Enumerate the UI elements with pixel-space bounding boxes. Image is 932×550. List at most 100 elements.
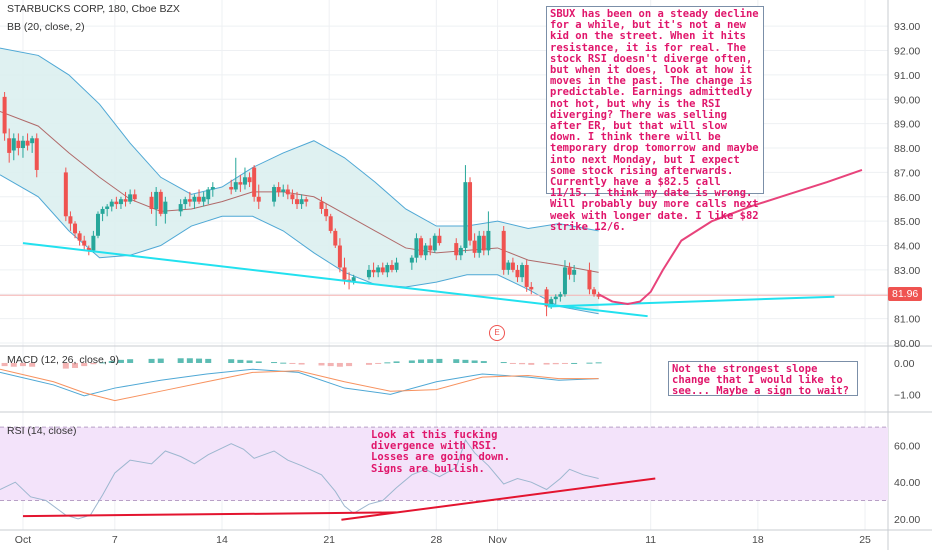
candle-down: [529, 286, 534, 290]
candle-down: [544, 289, 549, 307]
support-trendline: [548, 295, 835, 308]
candle-down: [428, 245, 433, 251]
candle-down: [252, 167, 257, 197]
macd-histogram-bar: [318, 362, 325, 366]
macd-histogram-bar: [280, 362, 287, 364]
candle-down: [238, 182, 243, 185]
macd-histogram-bar: [471, 360, 478, 363]
candle-up: [385, 265, 390, 273]
macd-histogram-bar: [271, 362, 278, 364]
bollinger-basis-band: [0, 111, 599, 273]
macd-pane[interactable]: [0, 358, 602, 402]
candle-up: [105, 206, 110, 209]
candle-down: [371, 269, 376, 273]
candle-up: [572, 269, 577, 275]
candle-down: [501, 230, 506, 270]
candle-down: [290, 194, 295, 200]
macd-histogram-bar: [327, 362, 334, 367]
candle-up: [192, 196, 197, 202]
candle-down: [596, 294, 601, 297]
candle-up: [394, 262, 399, 270]
x-tick-label: Nov: [488, 534, 507, 546]
candle-up: [154, 191, 159, 209]
last-price-tag: 81.96: [888, 287, 923, 301]
candle-up: [163, 201, 168, 214]
symbol-title[interactable]: STARBUCKS CORP, 180, Cboe BZX: [7, 3, 180, 15]
candle-down: [16, 140, 21, 149]
candle-down: [419, 238, 424, 256]
candle-down: [114, 201, 119, 205]
candle-down: [276, 187, 281, 192]
candle-down: [25, 140, 30, 146]
macd-histogram-bar: [157, 358, 164, 363]
candle-down: [481, 235, 486, 251]
rsi-pane[interactable]: [0, 426, 888, 521]
candle-down: [454, 243, 459, 256]
candle-down: [63, 172, 68, 217]
candle-down: [380, 267, 385, 273]
support-trendline: [22, 242, 648, 318]
macd-histogram-bar: [528, 362, 535, 365]
macd-histogram-bar: [365, 362, 372, 365]
candle-up: [299, 199, 304, 205]
candle-down: [86, 247, 91, 251]
candle-down: [229, 187, 234, 190]
earnings-marker[interactable]: E: [489, 325, 505, 341]
candle-up: [95, 213, 100, 236]
macd-histogram-bar: [81, 362, 88, 367]
macd-tick-label: −1.00: [894, 389, 921, 401]
price-tick-label: 91.00: [894, 70, 920, 82]
macd-histogram-bar: [453, 359, 460, 363]
rsi-tick-label: 20.00: [894, 514, 920, 526]
candle-up: [91, 235, 96, 251]
bollinger-fill: [0, 48, 599, 314]
candle-down: [256, 196, 261, 202]
main-annotation-note[interactable]: SBUX has been on a steady decline for a …: [546, 6, 764, 232]
candle-down: [510, 262, 515, 270]
macd-histogram-bar: [336, 362, 343, 367]
macd-histogram-bar: [480, 361, 487, 363]
macd-histogram-bar: [29, 362, 36, 367]
x-tick-label: 21: [323, 534, 335, 546]
candle-down: [7, 138, 12, 153]
candle-down: [158, 191, 163, 214]
candle-up: [477, 235, 482, 253]
x-tick-label: 14: [216, 534, 228, 546]
candle-up: [178, 204, 183, 212]
candle-down: [324, 208, 329, 217]
rsi-legend[interactable]: RSI (14, close): [7, 425, 77, 437]
macd-histogram-bar: [500, 362, 507, 364]
bb-legend[interactable]: BB (20, close, 2): [7, 21, 85, 33]
rsi-band: [0, 427, 888, 501]
rsi-annotation-note[interactable]: Look at this fucking divergence with RSI…: [371, 429, 511, 475]
rsi-line: [0, 438, 599, 520]
candle-down: [2, 96, 7, 134]
candle-up: [414, 238, 419, 258]
candle-down: [82, 240, 87, 246]
macd-histogram-bar: [228, 359, 235, 363]
macd-histogram-bar: [19, 362, 26, 367]
candle-up: [423, 245, 428, 256]
candle-down: [468, 182, 473, 241]
price-tick-label: 80.00: [894, 338, 920, 350]
chart-title: STARBUCKS CORP, 180, Cboe BZX: [7, 3, 180, 15]
candle-down: [333, 230, 338, 246]
candle-down: [285, 189, 290, 195]
macd-histogram-bar: [552, 362, 559, 365]
candle-up: [30, 138, 35, 144]
macd-annotation-note[interactable]: Not the strongest slope change that I wo…: [668, 361, 858, 397]
candle-up: [376, 267, 381, 273]
macd-histogram-bar: [384, 362, 391, 364]
macd-legend[interactable]: MACD (12, 26, close, 9): [7, 354, 120, 366]
x-tick-label: 7: [112, 534, 118, 546]
macd-histogram-bar: [393, 361, 400, 363]
candle-down: [319, 201, 324, 209]
candle-down: [73, 223, 78, 234]
candle-down: [247, 177, 252, 183]
macd-histogram-bar: [561, 362, 568, 364]
price-pane[interactable]: [0, 47, 888, 318]
candle-up: [183, 199, 188, 205]
macd-histogram-bar: [298, 362, 305, 365]
macd-histogram-bar: [148, 358, 155, 363]
